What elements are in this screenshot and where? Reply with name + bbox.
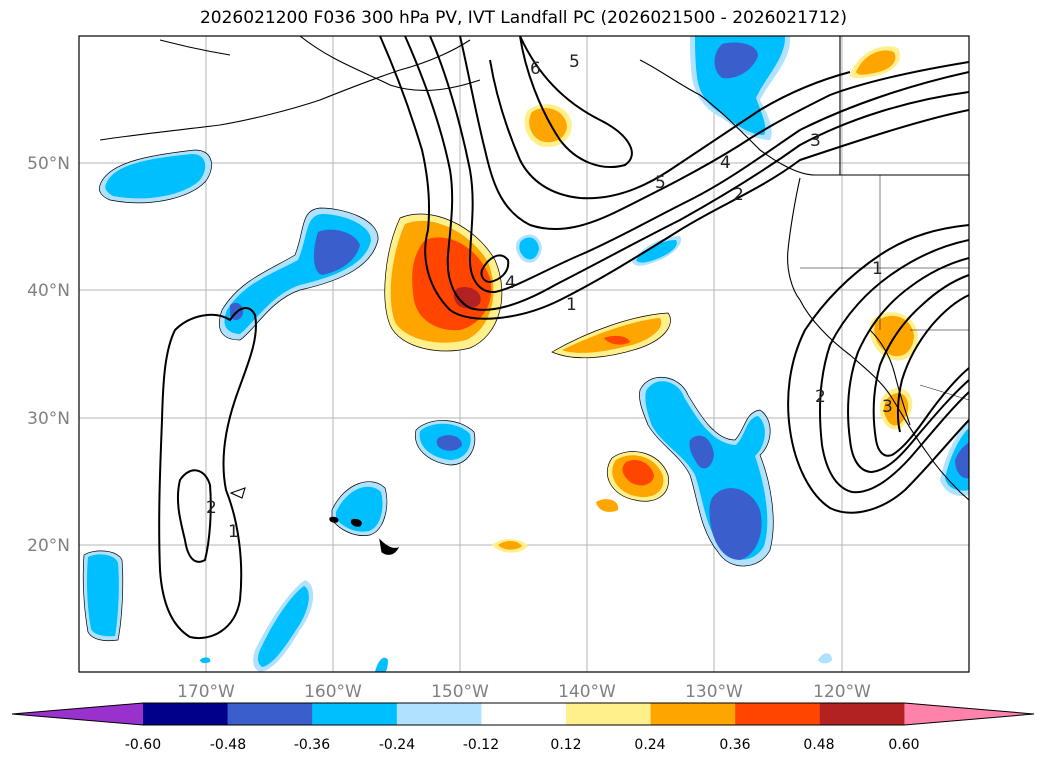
colorbar-tick: -0.60 — [125, 737, 161, 753]
colorbar-tick: 0.12 — [550, 737, 581, 753]
colorbar-extend-max — [904, 703, 1034, 725]
lat-label: 20°N — [27, 536, 70, 556]
contour-label: 3 — [810, 131, 821, 151]
lat-label: 30°N — [27, 409, 70, 429]
colorbar-tick: 0.48 — [803, 737, 834, 753]
contour-label: 5 — [569, 52, 580, 72]
contour-label: 2 — [206, 498, 217, 518]
map-background — [79, 36, 969, 672]
contour-label: 2 — [815, 387, 826, 407]
colorbar-extend-min — [12, 703, 143, 725]
colorbar-segment — [481, 703, 567, 725]
coastlines — [99, 36, 969, 555]
colorbar-tick: 0.60 — [888, 737, 919, 753]
colorbar-segments — [11, 702, 1035, 726]
colorbar-ticks: -0.60 -0.48 -0.36 -0.24 -0.12 0.12 0.24 … — [125, 737, 920, 753]
contour-label: 4 — [720, 153, 731, 173]
colorbar-segment — [566, 703, 652, 725]
colorbar-segment — [396, 703, 482, 725]
anomaly-outlines — [82, 149, 774, 642]
colorbar-tick: 0.24 — [634, 737, 665, 753]
lat-labels: 50°N 40°N 30°N 20°N — [27, 154, 70, 556]
contour-label: 1 — [228, 522, 239, 542]
lat-label: 40°N — [27, 281, 70, 301]
colorbar-tick: -0.36 — [294, 737, 330, 753]
map-frame — [78, 35, 970, 673]
colorbar-segment — [819, 703, 905, 725]
colorbar-outline — [11, 702, 1035, 726]
colorbar-segment — [312, 703, 398, 725]
lon-label: 140°W — [558, 682, 616, 702]
contour-label: 3 — [882, 397, 893, 417]
lat-label: 50°N — [27, 154, 70, 174]
lon-labels: 170°W 160°W 150°W 140°W 130°W 120°W — [177, 682, 871, 702]
contours — [158, 36, 969, 640]
colorbar-segment — [735, 703, 821, 725]
colorbar-tick: -0.24 — [379, 737, 415, 753]
contour-labels: 6 5 5 4 4 3 3 2 2 2 1 1 1 — [206, 52, 893, 542]
lon-label: 130°W — [685, 682, 743, 702]
contour-label: 2 — [733, 185, 744, 205]
colorbar-segment — [227, 703, 313, 725]
contour-label: 1 — [872, 259, 883, 279]
colorbar-tick: -0.48 — [210, 737, 246, 753]
lon-label: 150°W — [431, 682, 489, 702]
colorbar-segment — [143, 703, 229, 725]
map-title: 2026021200 F036 300 hPa PV, IVT Landfall… — [199, 8, 847, 28]
colorbar: -0.60 -0.48 -0.36 -0.24 -0.12 0.12 0.24 … — [11, 702, 1035, 753]
contour-label: 6 — [530, 59, 541, 79]
colorbar-tick: 0.36 — [719, 737, 750, 753]
lon-label: 120°W — [813, 682, 871, 702]
colorbar-tick: -0.12 — [463, 737, 499, 753]
lon-label: 160°W — [304, 682, 362, 702]
lon-label: 170°W — [177, 682, 235, 702]
pv-shading — [83, 36, 969, 672]
contour-label: 5 — [655, 173, 666, 193]
contour-label: 1 — [566, 295, 577, 315]
contour-label: 4 — [505, 273, 516, 293]
colorbar-segment — [650, 703, 736, 725]
